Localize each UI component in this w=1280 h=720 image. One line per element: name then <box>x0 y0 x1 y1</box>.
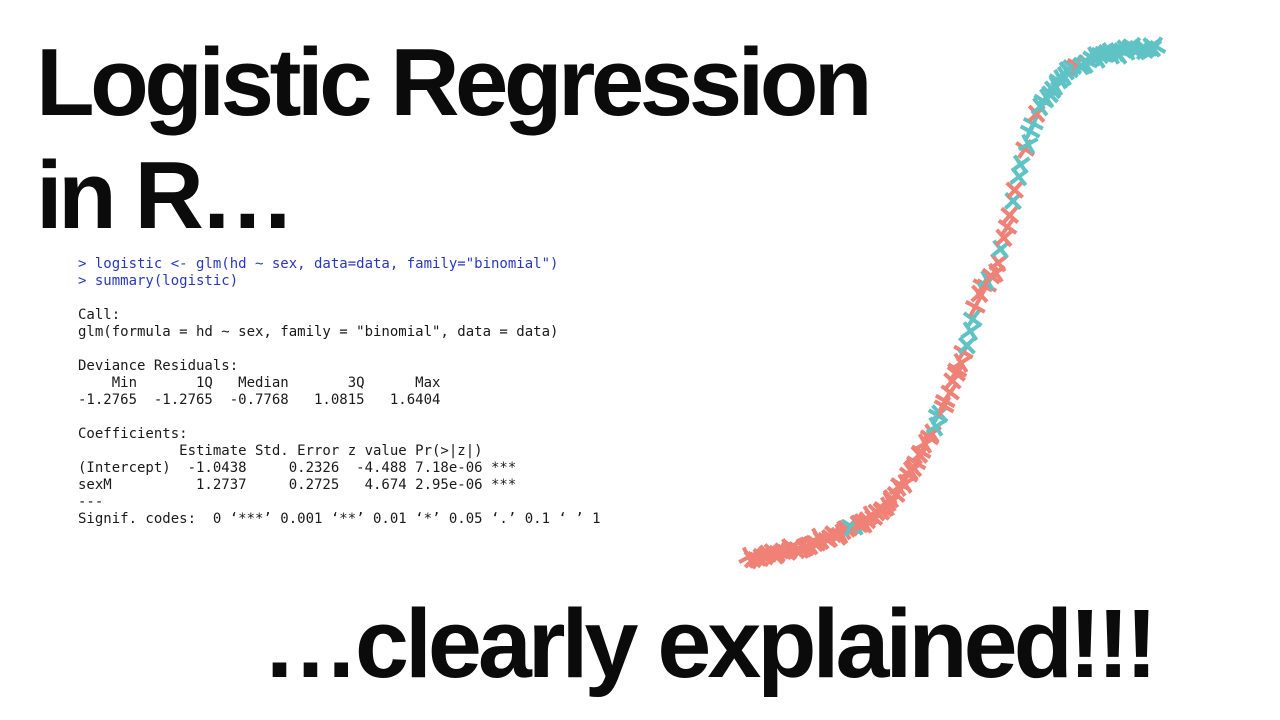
main-title: Logistic Regression in R… <box>36 26 873 253</box>
x-marker <box>1145 36 1167 58</box>
x-marker <box>1022 113 1044 135</box>
x-marker <box>957 336 976 355</box>
r-console-output: > logistic <- glm(hd ~ sex, data=data, f… <box>78 256 601 528</box>
x-marker <box>964 296 986 318</box>
title-line-2: in R… <box>36 142 295 250</box>
x-marker <box>894 473 916 494</box>
x-marker <box>994 228 1014 248</box>
x-marker <box>988 252 1008 273</box>
x-marker <box>962 309 983 330</box>
x-marker <box>1009 166 1029 187</box>
r-console-commands: > logistic <- glm(hd ~ sex, data=data, f… <box>78 256 559 289</box>
r-console-results: Call: glm(formula = hd ~ sex, family = "… <box>78 307 601 527</box>
x-marker <box>1005 180 1025 200</box>
x-marker <box>1000 205 1020 225</box>
footer-tagline: …clearly explained!!! <box>262 589 1158 698</box>
title-line-1: Logistic Regression <box>36 29 873 136</box>
x-marker <box>1010 154 1031 175</box>
